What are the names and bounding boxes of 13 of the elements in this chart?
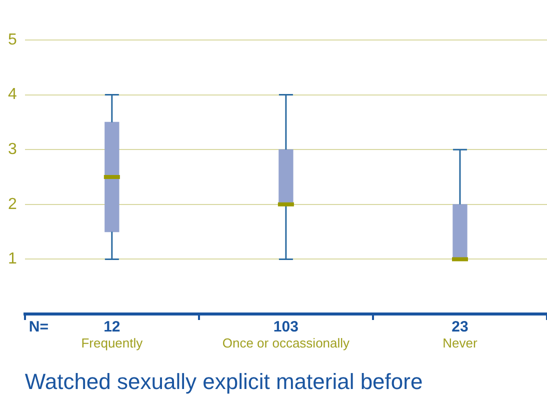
- y-tick-label: 2: [8, 196, 17, 213]
- x-axis-title: Watched sexually explicit material before: [24, 368, 423, 394]
- text: 12: [104, 318, 120, 336]
- text: N=: [28, 318, 49, 336]
- x-tick-label: Never: [442, 335, 478, 350]
- x-tick-label: Once or occassionally: [222, 335, 350, 350]
- y-tick-label: 4: [8, 86, 17, 104]
- text: 23: [452, 318, 468, 336]
- y-tick-label: 3: [8, 141, 17, 158]
- y-tick-label: 5: [8, 31, 17, 48]
- y-tick-label: 1: [8, 250, 17, 268]
- text: 103: [273, 318, 298, 336]
- x-tick-label: Frequently: [81, 335, 144, 350]
